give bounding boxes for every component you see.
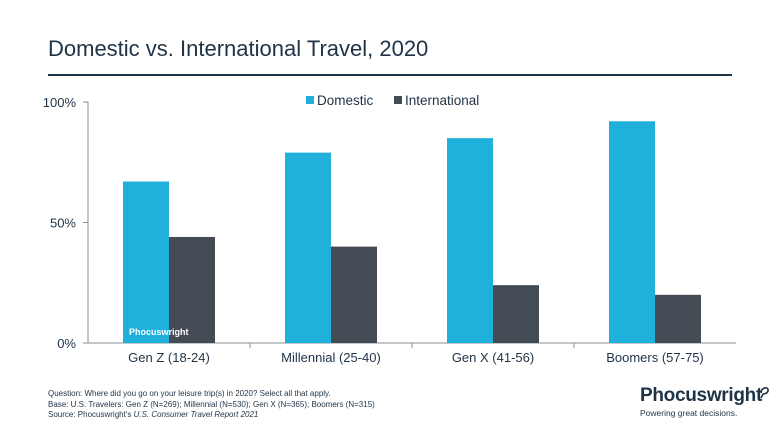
brand-hook-icon <box>760 387 769 399</box>
legend-label-domestic: Domestic <box>317 93 374 108</box>
bar-domestic-2 <box>285 152 331 343</box>
bar-domestic-1 <box>123 181 169 343</box>
x-tick-label: Millennial (25-40) <box>281 350 381 365</box>
bar-international-1 <box>169 236 215 343</box>
bar-chart: 0% 50% 100% Gen Z (18-24) Millennial (25-40)… <box>43 93 736 365</box>
brand-logo: Phocuswright Powering great decisions. <box>640 385 769 418</box>
footnote-source: Source: Phocuswright's U.S. Consumer Tra… <box>48 410 568 421</box>
x-tick-label: Gen Z (18-24) <box>128 350 210 365</box>
bar-domestic-4 <box>609 121 655 343</box>
footnote-question: Question: Where did you go on your leisu… <box>48 389 331 398</box>
chart-title: Domestic vs. International Travel, 2020 <box>48 36 429 61</box>
x-tick-label: Gen X (41-56) <box>452 350 534 365</box>
chart-watermark: Phocuswright <box>129 327 189 337</box>
footnote-source-title: U.S. Consumer Travel Report 2021 <box>133 410 259 419</box>
footnote-source-prefix: Source: Phocuswright's <box>48 410 134 419</box>
x-tick-label: Boomers (57-75) <box>606 350 704 365</box>
brand-name: Phocuswright <box>640 385 763 406</box>
footnote-base: Base: U.S. Travelers: Gen Z (N=269); Mil… <box>48 399 375 409</box>
bar-international-4 <box>655 294 701 343</box>
bar-domestic-3 <box>447 138 493 343</box>
bar-international-2 <box>331 246 377 343</box>
y-tick-label: 0% <box>57 336 76 351</box>
footnote: Question: Where did you go on your leisu… <box>48 389 568 421</box>
y-tick-label: 100% <box>43 95 77 110</box>
legend-swatch-domestic <box>306 96 314 104</box>
title-divider <box>48 74 732 76</box>
legend-label-international: International <box>405 93 479 108</box>
legend-swatch-international <box>394 96 402 104</box>
brand-tagline: Powering great decisions. <box>640 408 738 418</box>
bar-international-3 <box>493 285 539 343</box>
y-tick-label: 50% <box>50 216 76 231</box>
